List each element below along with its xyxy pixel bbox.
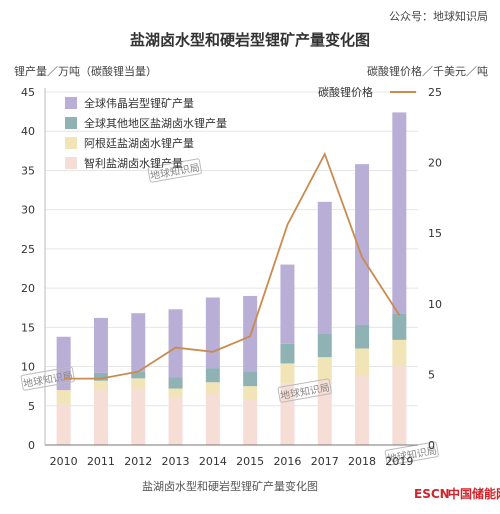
legend-swatch xyxy=(65,97,77,109)
bar-segment xyxy=(93,390,108,445)
bar-segment xyxy=(56,404,71,445)
bar-segment xyxy=(131,313,146,373)
x-tick-label: 2016 xyxy=(273,455,301,468)
caption: 盐湖卤水型和硬岩型锂矿产量变化图 xyxy=(142,479,318,493)
y-tick-label: 10 xyxy=(21,361,35,374)
x-tick-label: 2019 xyxy=(385,455,413,468)
y-tick-label: 25 xyxy=(21,243,35,256)
y-axis-label: 锂产量／万吨（碳酸锂当量） xyxy=(14,64,157,78)
x-tick-label: 2011 xyxy=(87,455,115,468)
bar-segment xyxy=(93,372,108,381)
bar-segment xyxy=(168,309,183,378)
axes-group: 0 5 10 15 20 25 30 35 40 45 0 5 10 15 20 25 2010 2011 2012… xyxy=(21,86,442,468)
bar-segment xyxy=(280,343,295,364)
y2-tick-label: 15 xyxy=(428,227,442,240)
bar-segment xyxy=(317,201,332,334)
bar-segment xyxy=(243,386,258,400)
x-tick-label: 2013 xyxy=(162,455,190,468)
bar-segment xyxy=(168,377,183,389)
x-tick-label: 2010 xyxy=(50,455,78,468)
bar-segment xyxy=(168,388,183,398)
y-tick-label: 30 xyxy=(21,204,35,217)
y2-tick-label: 25 xyxy=(428,86,442,99)
bar-segment xyxy=(280,264,295,344)
bar-segment xyxy=(93,317,108,373)
bar-segment xyxy=(93,380,108,391)
bar-segment xyxy=(168,397,183,445)
bar-segment xyxy=(392,364,407,445)
bar-segment xyxy=(355,164,370,325)
legend-label-line: 碳酸锂价格 xyxy=(318,85,373,99)
bar-segment xyxy=(131,378,146,389)
bar-segment xyxy=(355,324,370,349)
watermark-border xyxy=(147,158,202,183)
legend-swatch xyxy=(65,157,77,169)
x-tick-label: 2017 xyxy=(311,455,339,468)
legend-label: 全球伟晶岩型锂矿产量 xyxy=(84,96,194,110)
y-tick-label: 45 xyxy=(21,86,35,99)
bar-segment xyxy=(205,297,220,369)
bar-segment xyxy=(243,399,258,445)
bar-segment xyxy=(317,333,332,358)
y-tick-label: 40 xyxy=(21,125,35,138)
y2-tick-label: 0 xyxy=(428,439,435,452)
watermark-border xyxy=(20,366,75,391)
x-tick-label: 2014 xyxy=(199,455,227,468)
legend-label: 智利盐湖卤水锂产量 xyxy=(84,156,183,170)
x-tick-label: 2012 xyxy=(124,455,152,468)
x-tick-label: 2015 xyxy=(236,455,264,468)
y-tick-label: 20 xyxy=(21,282,35,295)
y-tick-label: 15 xyxy=(21,321,35,334)
bar-segment xyxy=(392,112,407,314)
bars-group xyxy=(56,112,407,445)
bar-segment xyxy=(131,388,146,445)
price-line-group xyxy=(63,151,401,380)
watermark-border xyxy=(277,378,332,403)
legend-label: 阿根廷盐湖卤水锂产量 xyxy=(84,136,194,150)
bar-segment xyxy=(392,313,407,340)
y-tick-label: 0 xyxy=(28,439,35,452)
legend-label: 全球其他地区盐湖卤水锂产量 xyxy=(84,116,227,130)
y2-tick-label: 5 xyxy=(428,368,435,381)
bar-segment xyxy=(131,372,146,379)
bar-segment xyxy=(205,368,220,383)
y2-tick-label: 10 xyxy=(428,298,442,311)
bar-segment xyxy=(355,375,370,445)
y2-axis-label: 碳酸锂价格／千美元／吨 xyxy=(367,64,488,78)
bar-segment xyxy=(280,383,295,445)
bar-segment xyxy=(317,357,332,381)
y2-tick-label: 20 xyxy=(428,157,442,170)
brand-prefix: ESCN xyxy=(414,487,450,501)
bar-segment xyxy=(56,336,71,391)
bar-segment xyxy=(205,382,220,395)
bar-segment xyxy=(205,394,220,445)
y-tick-label: 35 xyxy=(21,164,35,177)
chart-title: 盐湖卤水型和硬岩型锂矿产量变化图 xyxy=(130,31,370,49)
watermark-border xyxy=(384,441,439,466)
legend: 全球伟晶岩型锂矿产量全球其他地区盐湖卤水锂产量阿根廷盐湖卤水锂产量智利盐湖卤水锂… xyxy=(65,85,416,170)
bar-segment xyxy=(243,371,258,387)
brand-suffix: 中国储能网 xyxy=(448,486,500,501)
bar-segment xyxy=(56,390,71,405)
bar-segment xyxy=(280,363,295,384)
x-tick-label: 2018 xyxy=(348,455,376,468)
legend-swatch xyxy=(65,117,77,129)
bar-segment xyxy=(355,348,370,376)
bar-segment xyxy=(392,339,407,365)
source-label: 公众号：地球知识局 xyxy=(389,9,488,23)
bar-segment xyxy=(317,380,332,445)
legend-swatch xyxy=(65,137,77,149)
price-line xyxy=(63,151,401,380)
y-tick-label: 5 xyxy=(28,400,35,413)
